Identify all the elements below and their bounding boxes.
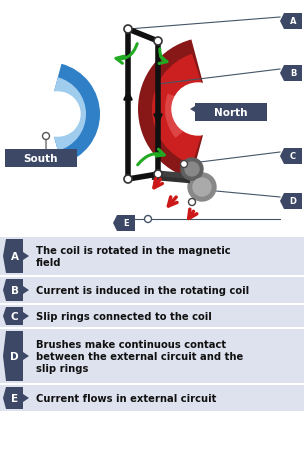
Bar [0,329,304,383]
Polygon shape [3,387,23,409]
FancyArrowPatch shape [168,197,177,207]
Wedge shape [48,65,100,165]
Polygon shape [280,149,302,165]
Polygon shape [3,240,23,274]
Polygon shape [280,14,302,30]
Wedge shape [165,95,210,139]
Text: Current flows in external circuit: Current flows in external circuit [36,393,216,403]
Circle shape [144,216,151,223]
Polygon shape [190,107,195,113]
Text: D: D [289,197,296,206]
Circle shape [181,161,188,168]
FancyArrowPatch shape [159,50,167,64]
Polygon shape [23,352,29,360]
FancyArrowPatch shape [116,45,137,64]
Circle shape [154,171,162,179]
Wedge shape [152,55,210,165]
Polygon shape [3,331,23,381]
Circle shape [36,93,80,137]
Circle shape [193,179,211,196]
Polygon shape [23,252,29,260]
Text: B: B [11,285,19,295]
Text: Brushes make continuous contact
between the external circuit and the
slip rings: Brushes make continuous contact between … [36,339,243,374]
Wedge shape [138,40,210,179]
Circle shape [124,26,132,34]
Text: E: E [11,393,18,403]
Text: C: C [11,311,18,321]
Text: North: North [214,108,248,118]
Text: A: A [11,252,19,262]
FancyArrowPatch shape [154,179,162,188]
Bar [0,237,304,275]
Text: Slip rings connected to the coil: Slip rings connected to the coil [36,311,212,321]
Circle shape [185,162,199,177]
Polygon shape [23,286,29,294]
Circle shape [154,38,162,46]
Circle shape [188,174,216,202]
Polygon shape [3,308,23,325]
Polygon shape [3,280,23,302]
Bar [0,385,304,411]
Polygon shape [23,312,29,320]
Text: Current is induced in the rotating coil: Current is induced in the rotating coil [36,285,249,295]
Circle shape [188,199,195,206]
FancyBboxPatch shape [195,104,267,122]
Circle shape [43,133,50,140]
FancyArrowPatch shape [138,150,164,165]
Polygon shape [280,194,302,210]
Text: D: D [10,351,19,361]
Text: B: B [290,69,296,78]
Bar [0,277,304,303]
Wedge shape [48,92,72,138]
Text: A: A [290,17,296,27]
Text: E: E [123,219,129,228]
Text: C: C [290,152,296,161]
Circle shape [124,176,132,184]
FancyBboxPatch shape [5,150,77,168]
Wedge shape [48,78,86,151]
Circle shape [181,159,203,180]
Polygon shape [113,216,135,231]
Text: The coil is rotated in the magnetic
field: The coil is rotated in the magnetic fiel… [36,245,231,268]
Polygon shape [280,66,302,82]
Circle shape [172,84,224,136]
Text: South: South [24,154,58,164]
Bar [0,305,304,327]
Polygon shape [23,394,29,402]
FancyArrowPatch shape [189,210,197,219]
